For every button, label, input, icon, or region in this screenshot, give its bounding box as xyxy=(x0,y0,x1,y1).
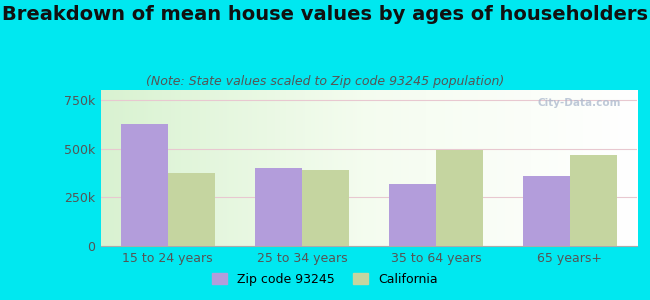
Bar xyxy=(389,184,436,246)
Bar xyxy=(168,173,215,246)
Bar xyxy=(302,170,349,246)
Text: City-Data.com: City-Data.com xyxy=(538,98,621,108)
Bar xyxy=(436,150,483,246)
Bar xyxy=(121,124,168,246)
Bar xyxy=(255,168,302,246)
Bar xyxy=(570,155,617,246)
Text: (Note: State values scaled to Zip code 93245 population): (Note: State values scaled to Zip code 9… xyxy=(146,75,504,88)
Text: Breakdown of mean house values by ages of householders: Breakdown of mean house values by ages o… xyxy=(2,4,648,23)
Bar xyxy=(523,176,570,246)
Legend: Zip code 93245, California: Zip code 93245, California xyxy=(207,268,443,291)
